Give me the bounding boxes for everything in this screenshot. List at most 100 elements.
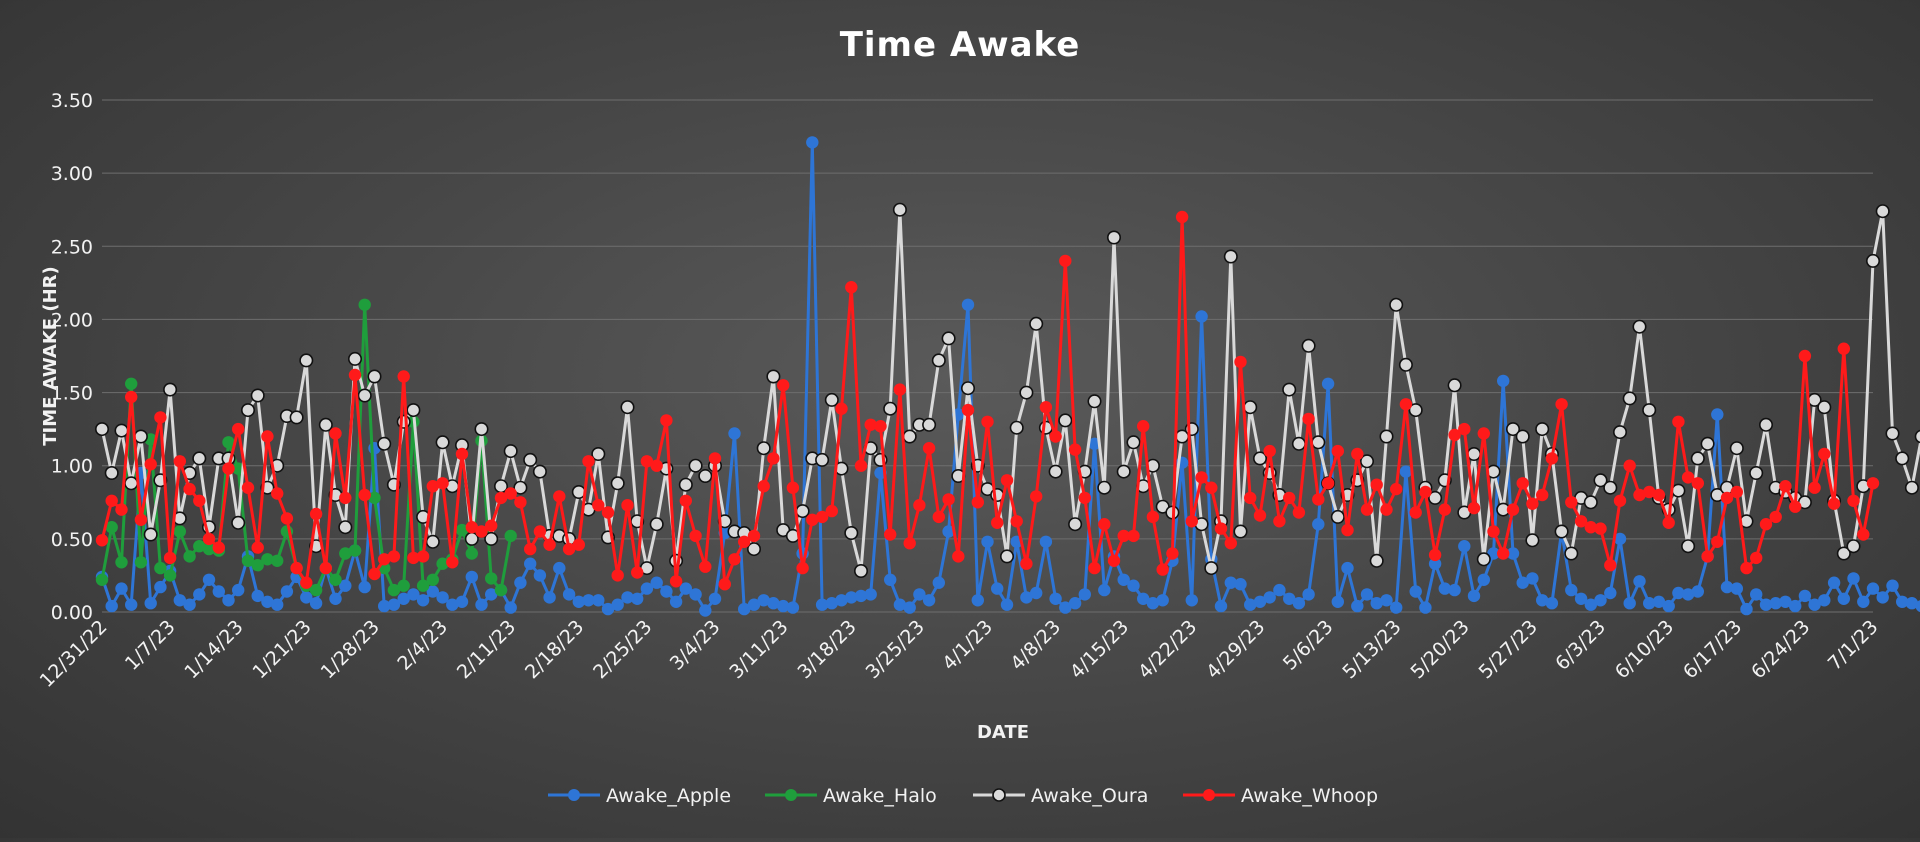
data-point <box>884 528 896 540</box>
data-point <box>1624 392 1636 404</box>
data-point <box>1098 584 1110 596</box>
data-point <box>699 604 711 616</box>
data-point <box>1604 587 1616 599</box>
data-point <box>972 496 984 508</box>
data-point <box>1565 584 1577 596</box>
y-tick-label: 3.50 <box>51 90 93 112</box>
data-point <box>1273 584 1285 596</box>
data-point <box>183 599 195 611</box>
data-point <box>1030 318 1042 330</box>
data-point <box>1594 522 1606 534</box>
x-tick-label: 3/18/23 <box>793 616 860 683</box>
data-point <box>320 562 332 574</box>
data-point <box>446 556 458 568</box>
data-point <box>1234 525 1246 537</box>
data-point <box>1001 599 1013 611</box>
data-point <box>1351 448 1363 460</box>
data-point <box>1215 522 1227 534</box>
legend-item: Awake_Halo <box>765 785 937 807</box>
data-point <box>96 574 108 586</box>
data-point <box>145 458 157 470</box>
x-tick-label: 5/20/23 <box>1406 616 1473 683</box>
data-point <box>670 575 682 587</box>
data-point <box>310 508 322 520</box>
data-point <box>300 354 312 366</box>
data-point <box>290 411 302 423</box>
data-point <box>514 496 526 508</box>
x-tick-label: 1/14/23 <box>180 616 247 683</box>
data-point <box>466 571 478 583</box>
legend-item: Awake_Apple <box>548 785 731 807</box>
data-point <box>1049 593 1061 605</box>
legend-marker <box>568 789 580 801</box>
data-point <box>884 574 896 586</box>
data-point <box>252 541 264 553</box>
data-point <box>1283 383 1295 395</box>
data-point <box>1886 427 1898 439</box>
data-point <box>1458 540 1470 552</box>
data-point <box>1857 528 1869 540</box>
data-point <box>115 424 127 436</box>
data-point <box>962 299 974 311</box>
data-point <box>271 599 283 611</box>
data-point <box>349 353 361 365</box>
data-point <box>1478 427 1490 439</box>
data-point <box>203 574 215 586</box>
data-point <box>1186 594 1198 606</box>
x-tick-label: 6/17/23 <box>1679 616 1746 683</box>
data-point <box>154 581 166 593</box>
data-point <box>1040 401 1052 413</box>
data-point <box>1546 452 1558 464</box>
data-point <box>164 383 176 395</box>
data-point <box>1847 540 1859 552</box>
data-point <box>115 556 127 568</box>
data-point <box>699 470 711 482</box>
data-point <box>359 489 371 501</box>
data-point <box>1448 379 1460 391</box>
x-tick-label: 5/27/23 <box>1475 616 1542 683</box>
data-point <box>1487 525 1499 537</box>
data-point <box>242 482 254 494</box>
x-tick-label: 1/7/23 <box>121 616 180 675</box>
data-point <box>378 438 390 450</box>
data-point <box>329 574 341 586</box>
data-point <box>96 534 108 546</box>
data-point <box>398 370 410 382</box>
data-point <box>232 517 244 529</box>
data-point <box>894 383 906 395</box>
data-point <box>1633 575 1645 587</box>
data-point <box>1536 423 1548 435</box>
data-point <box>300 577 312 589</box>
y-tick-label: 3.00 <box>51 163 93 185</box>
data-point <box>1838 343 1850 355</box>
data-point <box>1740 603 1752 615</box>
data-point <box>106 600 118 612</box>
data-point <box>972 594 984 606</box>
data-point <box>1750 552 1762 564</box>
data-point <box>1731 582 1743 594</box>
data-point <box>524 543 536 555</box>
data-point <box>1877 591 1889 603</box>
data-point <box>806 136 818 148</box>
data-point <box>553 562 565 574</box>
data-point <box>865 588 877 600</box>
data-point <box>680 495 692 507</box>
data-point <box>777 379 789 391</box>
y-tick-label: 0.00 <box>51 602 93 624</box>
data-point <box>1195 471 1207 483</box>
data-point <box>660 585 672 597</box>
data-point <box>1614 426 1626 438</box>
data-point <box>368 370 380 382</box>
data-point <box>329 427 341 439</box>
data-point <box>1400 398 1412 410</box>
data-point <box>524 454 536 466</box>
data-point <box>962 404 974 416</box>
data-point <box>1380 430 1392 442</box>
data-point <box>106 467 118 479</box>
data-point <box>709 593 721 605</box>
data-point <box>1643 404 1655 416</box>
data-point <box>193 495 205 507</box>
data-point <box>505 487 517 499</box>
data-point <box>417 594 429 606</box>
data-point <box>1069 443 1081 455</box>
